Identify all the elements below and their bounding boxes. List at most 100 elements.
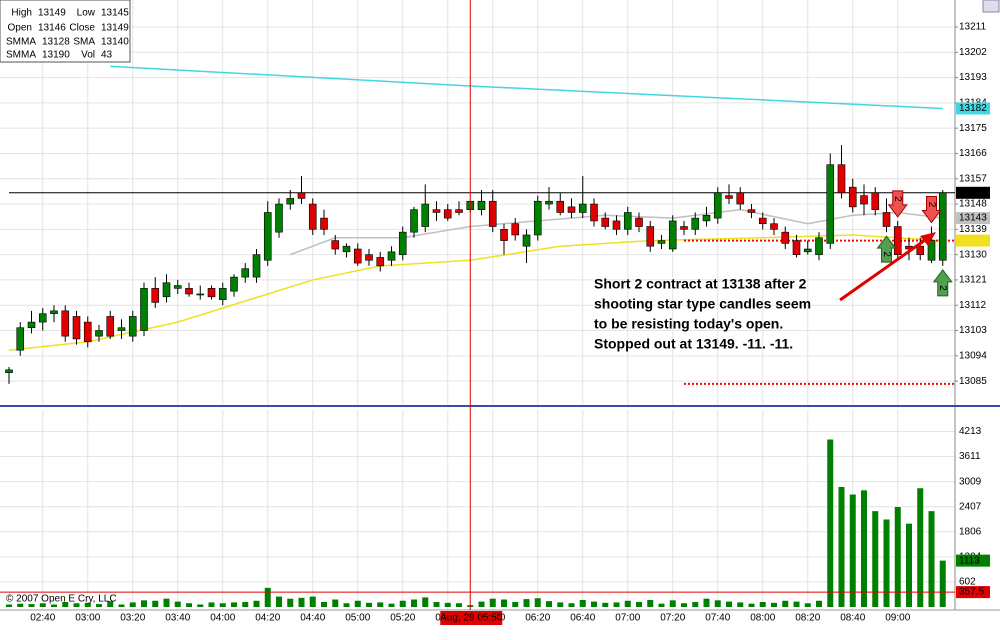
volume-bar [141, 600, 147, 607]
volume-bar [692, 602, 699, 607]
annotation-arrow [839, 232, 936, 302]
candle-body [353, 248, 362, 264]
candle-body [38, 313, 47, 323]
candle-body [263, 212, 272, 261]
volume-bar [152, 600, 159, 607]
volume-bar [287, 598, 294, 607]
candle-body [871, 192, 880, 210]
volume-bar [298, 597, 305, 607]
candle-body [815, 237, 823, 255]
crosshair-time-label: Aug, 29 05:50 [440, 613, 503, 624]
indicator-value-box [956, 234, 990, 247]
candle-body [725, 195, 733, 199]
candle-body [837, 164, 846, 194]
x-tick-label: 07:00 [615, 613, 640, 624]
volume-bar [219, 603, 226, 607]
x-tick-label: 08:20 [795, 613, 820, 624]
candle-body [185, 288, 193, 295]
info-value: 13145 [101, 8, 129, 19]
candle-body [83, 321, 92, 343]
volume-bar [354, 600, 361, 607]
candle-body [803, 248, 812, 253]
candle-body [387, 251, 396, 261]
x-tick-label: 08:00 [750, 613, 775, 624]
volume-bar [681, 603, 687, 607]
candle-body [927, 240, 936, 261]
indicator-value-box-label: 13182 [959, 103, 987, 114]
volume-bar [861, 490, 867, 607]
candle-body [916, 245, 925, 255]
x-tick-label: 03:40 [165, 613, 190, 624]
annotation-line: shooting star type candles seem [594, 296, 811, 312]
volume-bar [388, 603, 395, 607]
volume-bar [444, 602, 451, 607]
candle-body [860, 195, 868, 205]
candle-body [297, 192, 306, 199]
candle-body [162, 282, 171, 298]
candle-body [61, 310, 70, 337]
candle-body [275, 203, 283, 233]
candle-body [173, 285, 182, 289]
candle-body [736, 192, 745, 205]
candle-body [50, 310, 58, 314]
volume-bar [906, 523, 912, 607]
info-label: SMMA [6, 37, 36, 48]
info-box [0, 0, 131, 63]
candle-body [477, 200, 486, 210]
candle-body [533, 200, 542, 236]
candle-body [893, 226, 902, 255]
candle-body [488, 200, 497, 227]
sell-marker [921, 196, 942, 224]
info-label: High [11, 8, 32, 19]
volume-bar [28, 604, 35, 607]
volume-bar [793, 601, 800, 607]
corner-button[interactable] [982, 0, 1000, 13]
candle-body [770, 223, 778, 230]
candle-body [16, 327, 25, 351]
indicator-value-box [956, 102, 990, 115]
info-value: 13146 [38, 23, 66, 34]
indicator-line [8, 234, 943, 351]
y-tick-label: 13175 [959, 123, 987, 134]
x-tick-label: 06:40 [570, 613, 595, 624]
volume-bar [501, 599, 507, 607]
volume-bar [602, 602, 609, 607]
candle-body [218, 288, 227, 300]
candle-body [623, 212, 632, 230]
candle-body [140, 288, 148, 331]
marker-label: 2 [937, 285, 948, 291]
volume-bar [647, 599, 654, 607]
volume-tick-label: 3611 [959, 451, 981, 462]
candle-body [646, 226, 655, 247]
price-box-label: 13152 [959, 187, 987, 198]
volume-bar [546, 601, 552, 607]
candle-body [72, 316, 81, 340]
crosshair-time-box [440, 611, 503, 625]
candle-body [286, 198, 295, 205]
candle-body [601, 217, 610, 227]
volume-bar [253, 600, 260, 607]
volume-bar [264, 587, 271, 607]
volume-bar [186, 603, 192, 607]
volume-tick-label: 602 [959, 577, 976, 588]
sell-marker [887, 190, 908, 218]
volume-bar [636, 602, 642, 607]
info-label: SMA [73, 37, 95, 48]
volume-bar [332, 599, 339, 607]
y-tick-label: 13139 [959, 224, 987, 235]
candle-body [612, 220, 621, 230]
info-value: 13149 [38, 8, 66, 19]
volume-bar [107, 601, 114, 607]
candle-body [432, 209, 441, 213]
volume-bar [579, 599, 586, 607]
volume-bar [231, 602, 237, 607]
volume-box-label: 1113 [959, 555, 980, 566]
candle-body [252, 254, 261, 278]
candle-body [567, 206, 576, 213]
x-tick-label: 07:20 [660, 613, 685, 624]
volume-bar [96, 604, 102, 607]
x-tick-label: 05:00 [345, 613, 370, 624]
info-value: 13190 [42, 50, 70, 61]
volume-bar [624, 600, 631, 607]
